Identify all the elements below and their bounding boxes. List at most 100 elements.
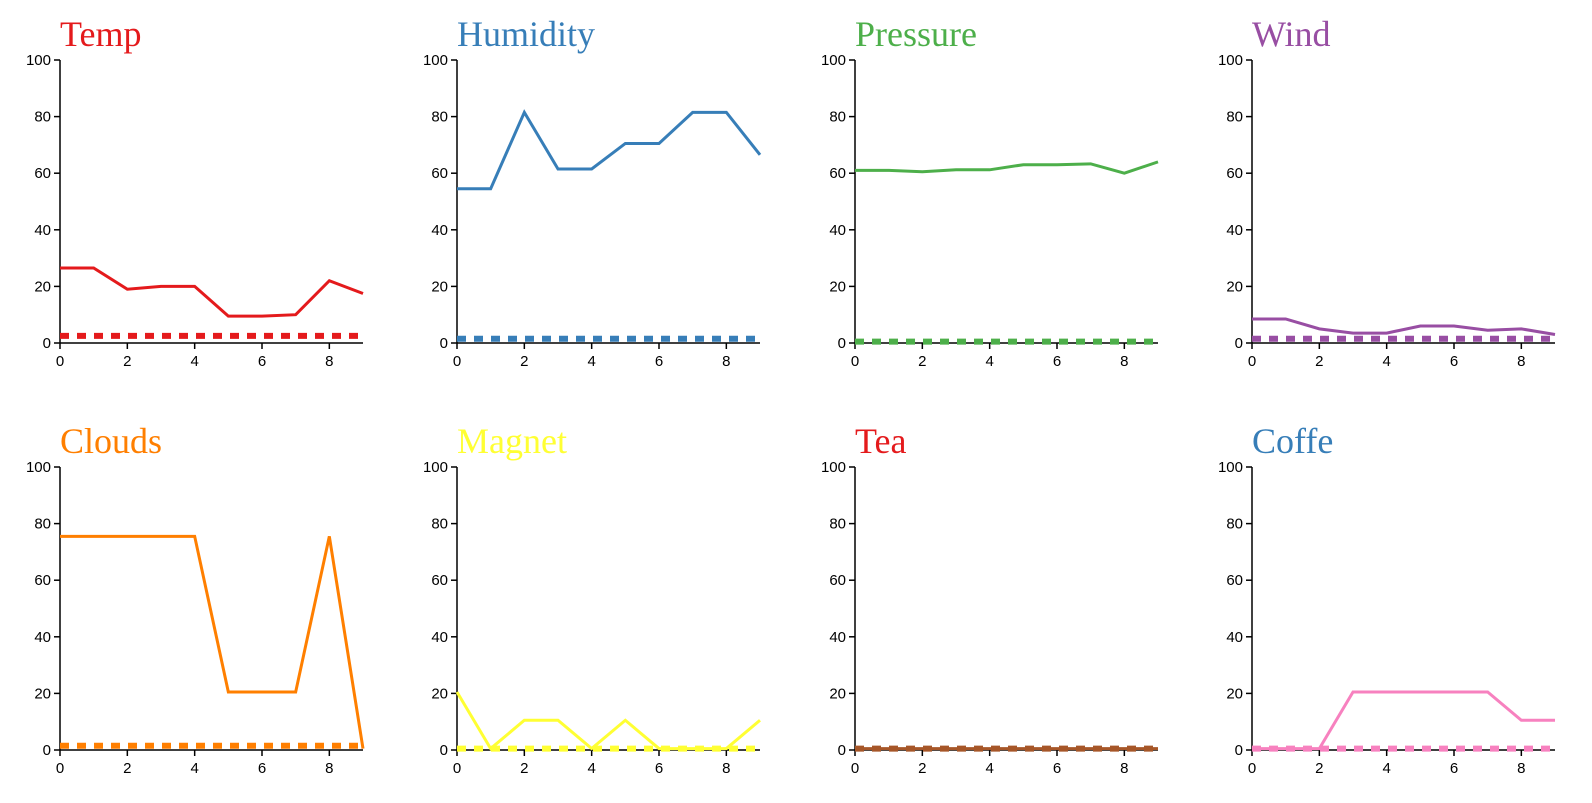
chart-panel-clouds: Clouds 0 20 40 60 80 100 0 2 4 6 8 [26, 421, 363, 777]
y-tick-label: 0 [838, 742, 846, 759]
chart-panel-magnet: Magnet 0 20 40 60 80 100 0 2 4 6 8 [423, 421, 760, 777]
chart-panel-humidity: Humidity 0 20 40 60 80 100 0 2 4 6 8 [423, 14, 760, 370]
x-tick-label: 6 [258, 760, 266, 777]
chart-panel-tea: Tea 0 20 40 60 80 100 0 2 4 6 8 [821, 421, 1158, 777]
x-tick-label: 4 [190, 353, 198, 370]
y-tick-label: 80 [431, 109, 448, 126]
y-tick-label: 0 [440, 742, 448, 759]
y-tick-label: 0 [43, 335, 51, 352]
y-tick-label: 0 [1235, 335, 1243, 352]
x-tick-label: 8 [722, 353, 730, 370]
y-tick-label: 40 [829, 629, 846, 646]
x-tick-label: 8 [1517, 760, 1525, 777]
x-tick-label: 6 [258, 353, 266, 370]
x-tick-label: 4 [985, 760, 993, 777]
series-line [457, 112, 760, 188]
series-line [60, 268, 363, 316]
x-tick-label: 8 [325, 353, 333, 370]
x-tick-label: 6 [1053, 353, 1061, 370]
x-tick-label: 4 [1382, 760, 1390, 777]
x-tick-label: 2 [520, 353, 528, 370]
y-tick-label: 0 [1235, 742, 1243, 759]
chart-title: Temp [60, 14, 141, 54]
y-tick-label: 20 [431, 278, 448, 295]
x-tick-label: 2 [918, 353, 926, 370]
series-line [855, 162, 1158, 173]
chart-panel-wind: Wind 0 20 40 60 80 100 0 2 4 6 8 [1218, 14, 1555, 370]
y-tick-label: 40 [431, 222, 448, 239]
x-tick-label: 2 [520, 760, 528, 777]
x-tick-label: 8 [1120, 353, 1128, 370]
x-tick-label: 0 [851, 760, 859, 777]
x-tick-label: 4 [587, 353, 595, 370]
chart-title: Wind [1252, 14, 1331, 54]
x-tick-label: 0 [453, 760, 461, 777]
chart-title: Pressure [855, 14, 977, 54]
y-tick-label: 20 [431, 685, 448, 702]
y-tick-label: 80 [431, 516, 448, 533]
y-tick-label: 80 [1226, 516, 1243, 533]
x-tick-label: 8 [325, 760, 333, 777]
x-tick-label: 6 [655, 760, 663, 777]
x-tick-label: 6 [655, 353, 663, 370]
x-tick-label: 4 [1382, 353, 1390, 370]
x-tick-label: 0 [851, 353, 859, 370]
x-tick-label: 0 [453, 353, 461, 370]
y-tick-label: 0 [440, 335, 448, 352]
y-tick-label: 40 [34, 222, 51, 239]
x-tick-label: 2 [123, 353, 131, 370]
y-tick-label: 20 [34, 278, 51, 295]
x-tick-label: 2 [1315, 760, 1323, 777]
y-tick-label: 100 [821, 459, 846, 476]
y-tick-label: 80 [1226, 109, 1243, 126]
x-tick-label: 8 [722, 760, 730, 777]
y-tick-label: 20 [1226, 278, 1243, 295]
y-tick-label: 0 [838, 335, 846, 352]
y-tick-label: 100 [1218, 459, 1243, 476]
y-tick-label: 100 [1218, 52, 1243, 69]
chart-panel-pressure: Pressure 0 20 40 60 80 100 0 2 4 6 8 [821, 14, 1158, 370]
y-tick-label: 60 [431, 165, 448, 182]
chart-title: Coffe [1252, 421, 1333, 461]
y-tick-label: 40 [1226, 629, 1243, 646]
y-tick-label: 40 [829, 222, 846, 239]
chart-title: Humidity [457, 14, 595, 54]
chart-panel-coffe: Coffe 0 20 40 60 80 100 0 2 4 6 8 [1218, 421, 1555, 777]
y-tick-label: 20 [1226, 685, 1243, 702]
x-tick-label: 4 [190, 760, 198, 777]
chart-title: Clouds [60, 421, 162, 461]
y-tick-label: 100 [26, 459, 51, 476]
x-tick-label: 0 [56, 760, 64, 777]
y-tick-label: 20 [34, 685, 51, 702]
y-tick-label: 20 [829, 278, 846, 295]
series-line [60, 536, 363, 748]
y-tick-label: 100 [423, 52, 448, 69]
y-tick-label: 40 [34, 629, 51, 646]
series-line [457, 692, 760, 749]
y-tick-label: 40 [431, 629, 448, 646]
x-tick-label: 6 [1053, 760, 1061, 777]
y-tick-label: 60 [1226, 572, 1243, 589]
y-tick-label: 60 [431, 572, 448, 589]
x-tick-label: 0 [1248, 760, 1256, 777]
y-tick-label: 60 [829, 572, 846, 589]
y-tick-label: 20 [829, 685, 846, 702]
chart-title: Magnet [457, 421, 567, 461]
x-tick-label: 4 [587, 760, 595, 777]
x-tick-label: 8 [1120, 760, 1128, 777]
y-tick-label: 0 [43, 742, 51, 759]
x-tick-label: 2 [1315, 353, 1323, 370]
y-tick-label: 80 [34, 109, 51, 126]
y-tick-label: 60 [34, 165, 51, 182]
y-tick-label: 80 [34, 516, 51, 533]
y-tick-label: 100 [423, 459, 448, 476]
y-tick-label: 100 [26, 52, 51, 69]
y-tick-label: 80 [829, 516, 846, 533]
y-tick-label: 60 [829, 165, 846, 182]
x-tick-label: 0 [1248, 353, 1256, 370]
x-tick-label: 4 [985, 353, 993, 370]
x-tick-label: 2 [123, 760, 131, 777]
y-tick-label: 100 [821, 52, 846, 69]
series-line [1252, 692, 1555, 749]
